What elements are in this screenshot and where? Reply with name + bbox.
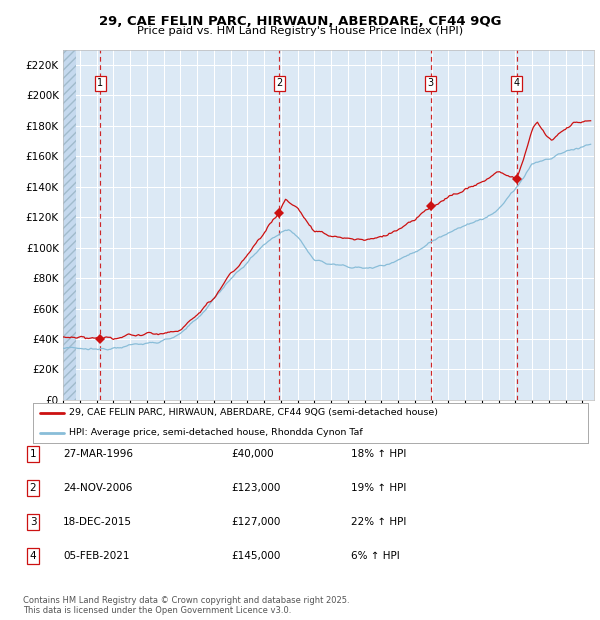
Text: 1: 1 [29, 449, 37, 459]
Text: 6% ↑ HPI: 6% ↑ HPI [351, 551, 400, 561]
Text: HPI: Average price, semi-detached house, Rhondda Cynon Taf: HPI: Average price, semi-detached house,… [69, 428, 363, 437]
Text: 18% ↑ HPI: 18% ↑ HPI [351, 449, 406, 459]
Text: 24-NOV-2006: 24-NOV-2006 [63, 483, 133, 493]
Text: £127,000: £127,000 [231, 517, 280, 527]
Text: 3: 3 [428, 78, 434, 88]
Text: £145,000: £145,000 [231, 551, 280, 561]
Text: 19% ↑ HPI: 19% ↑ HPI [351, 483, 406, 493]
Text: 27-MAR-1996: 27-MAR-1996 [63, 449, 133, 459]
Text: £40,000: £40,000 [231, 449, 274, 459]
Text: Contains HM Land Registry data © Crown copyright and database right 2025.
This d: Contains HM Land Registry data © Crown c… [23, 596, 349, 615]
Text: Price paid vs. HM Land Registry's House Price Index (HPI): Price paid vs. HM Land Registry's House … [137, 26, 463, 36]
Text: 22% ↑ HPI: 22% ↑ HPI [351, 517, 406, 527]
Text: 29, CAE FELIN PARC, HIRWAUN, ABERDARE, CF44 9QG (semi-detached house): 29, CAE FELIN PARC, HIRWAUN, ABERDARE, C… [69, 408, 438, 417]
Text: 2: 2 [276, 78, 282, 88]
Text: 2: 2 [29, 483, 37, 493]
Text: 1: 1 [97, 78, 103, 88]
Bar [63, 50, 76, 400]
Text: 29, CAE FELIN PARC, HIRWAUN, ABERDARE, CF44 9QG: 29, CAE FELIN PARC, HIRWAUN, ABERDARE, C… [99, 15, 501, 28]
Text: 4: 4 [29, 551, 37, 561]
Text: 3: 3 [29, 517, 37, 527]
Text: 4: 4 [514, 78, 520, 88]
Text: £123,000: £123,000 [231, 483, 280, 493]
Text: 05-FEB-2021: 05-FEB-2021 [63, 551, 130, 561]
Text: 18-DEC-2015: 18-DEC-2015 [63, 517, 132, 527]
